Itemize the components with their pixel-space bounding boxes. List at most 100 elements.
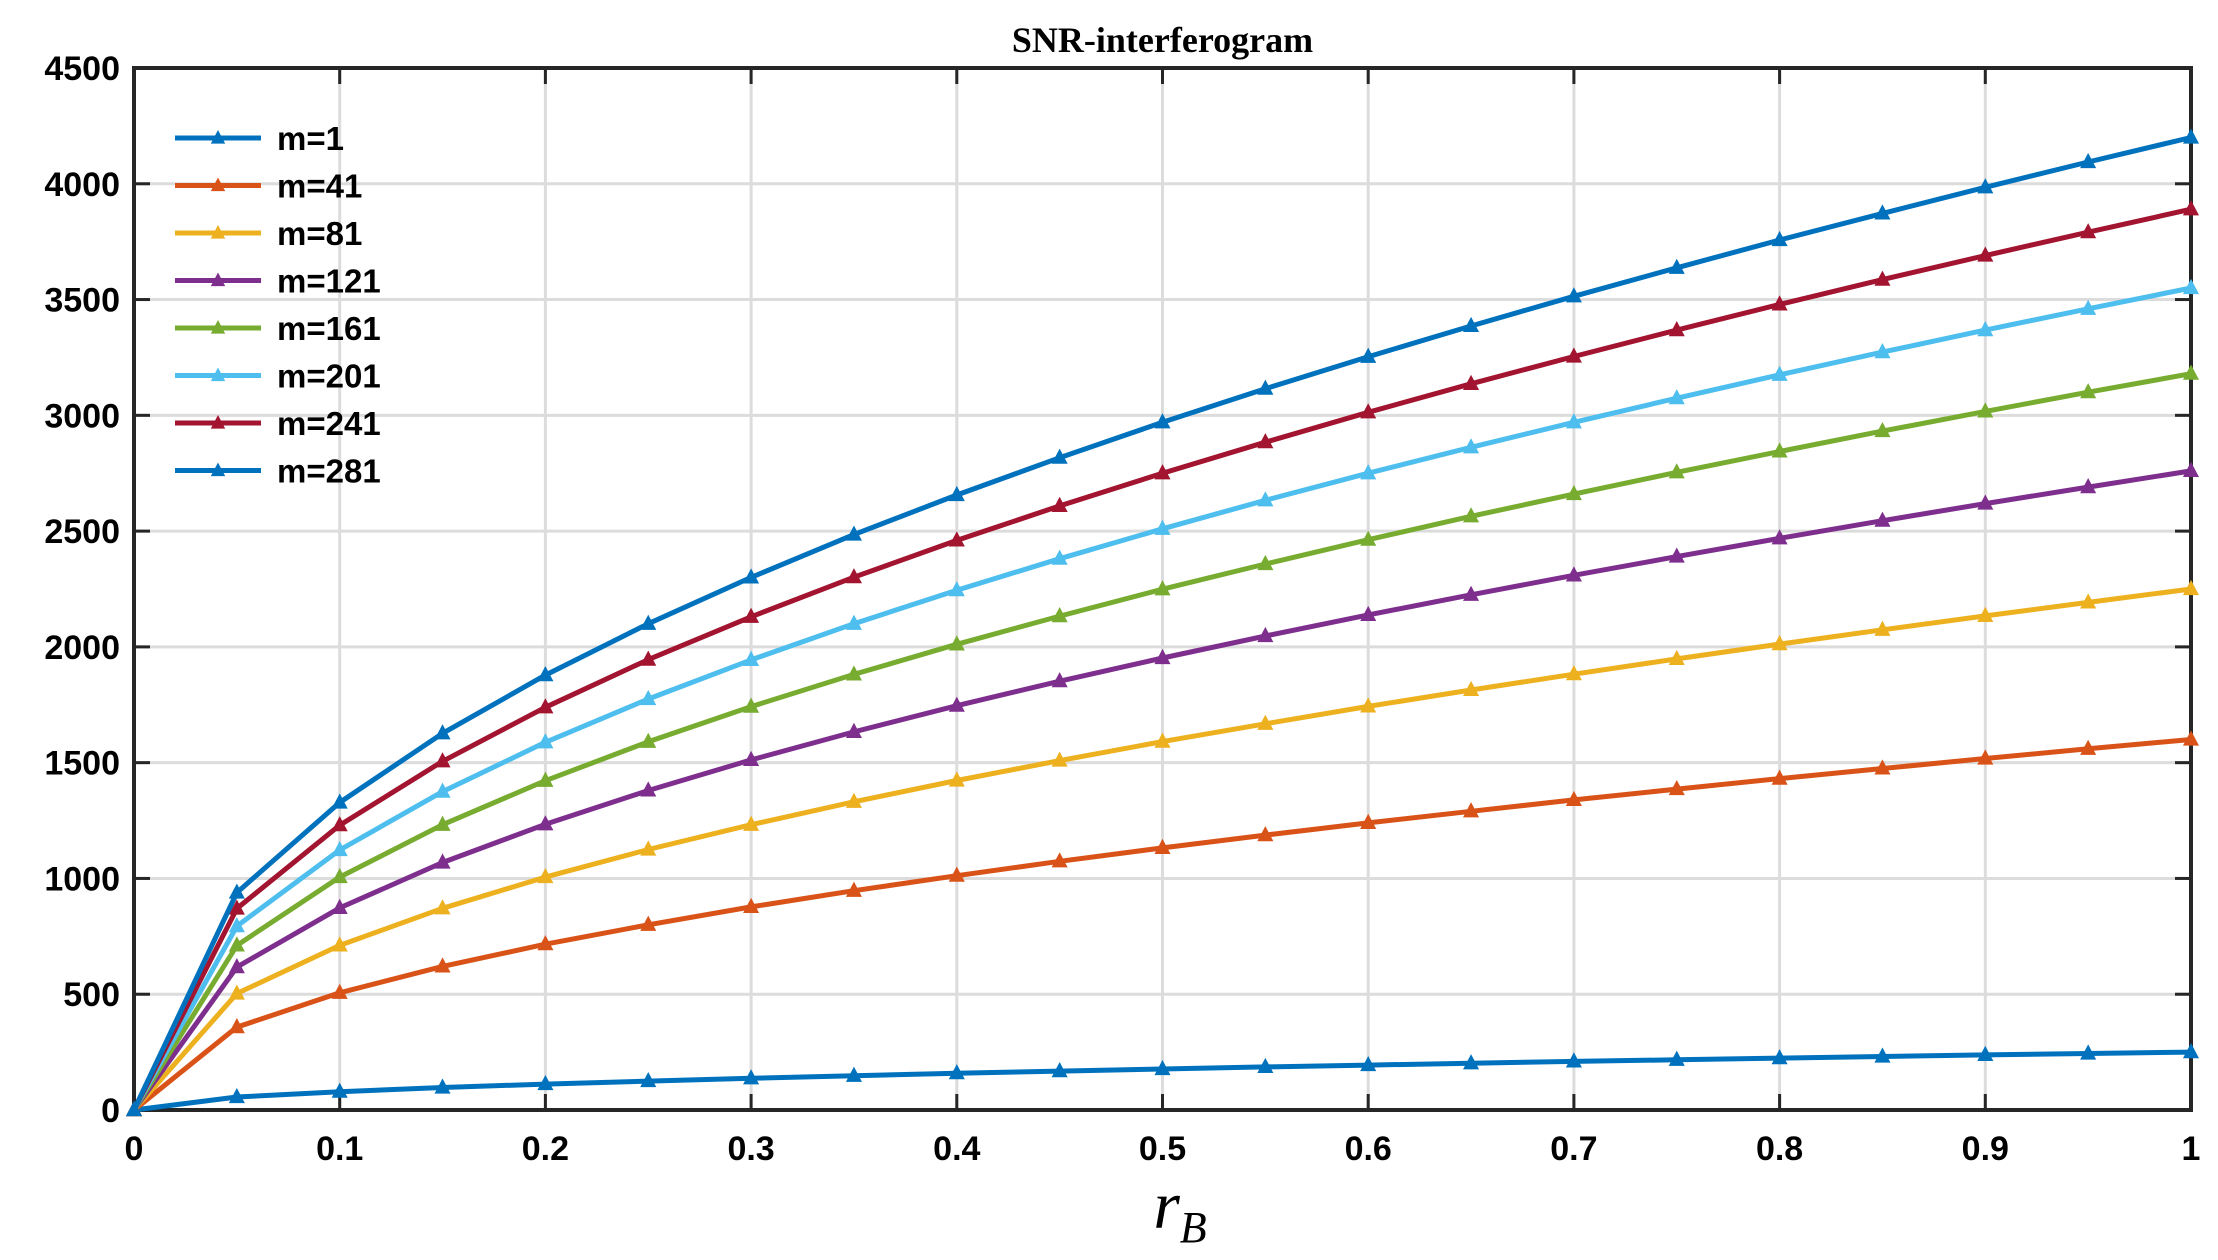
data-point-marker xyxy=(1257,491,1274,507)
data-point-marker xyxy=(1771,442,1788,458)
data-point-marker xyxy=(743,750,760,766)
x-tick-label: 0.1 xyxy=(316,1130,363,1168)
data-point-marker xyxy=(1565,484,1582,501)
data-point-marker xyxy=(1257,433,1274,449)
data-point-marker xyxy=(434,724,451,740)
x-tick-label: 0.8 xyxy=(1756,1130,1803,1168)
data-point-marker xyxy=(2080,1044,2097,1060)
data-point-marker xyxy=(1771,365,1788,381)
series-lines xyxy=(125,128,2200,1117)
x-tick-label: 0.9 xyxy=(1962,1130,2009,1168)
data-point-marker xyxy=(1463,802,1480,818)
series-m=241 xyxy=(125,200,2200,1117)
data-point-marker xyxy=(948,696,965,712)
data-point-marker xyxy=(1463,680,1480,697)
legend-marker xyxy=(210,415,226,429)
data-point-marker xyxy=(331,898,348,914)
data-point-marker xyxy=(2080,223,2097,239)
data-point-marker xyxy=(1154,838,1171,854)
x-tick-label: 0.5 xyxy=(1139,1130,1186,1168)
data-point-marker xyxy=(1154,580,1171,596)
y-tick-label: 1500 xyxy=(44,745,120,783)
x-tick-label: 0.7 xyxy=(1550,1130,1597,1168)
data-point-marker xyxy=(1874,511,1891,527)
data-point-marker xyxy=(1565,665,1582,681)
data-point-marker xyxy=(948,531,965,547)
data-point-marker xyxy=(1977,178,1994,194)
data-point-marker xyxy=(1154,413,1171,429)
data-point-marker xyxy=(1874,620,1891,636)
data-point-marker xyxy=(1051,672,1068,688)
data-point-marker xyxy=(2182,579,2200,596)
data-point-marker xyxy=(228,1087,245,1104)
data-point-marker xyxy=(1668,649,1685,666)
data-point-marker xyxy=(845,568,862,584)
data-point-marker xyxy=(2182,461,2200,478)
data-point-marker xyxy=(1154,732,1171,748)
data-point-marker xyxy=(845,614,862,630)
data-point-marker xyxy=(2080,152,2097,169)
data-point-marker xyxy=(1463,316,1480,333)
data-point-marker xyxy=(2182,200,2200,216)
data-point-marker xyxy=(2182,1043,2200,1059)
legend: m=1 m=41 m=81 m=121 m=161 m=201 m=241 m=281 xyxy=(175,120,381,490)
data-point-marker xyxy=(228,958,245,974)
legend-entry: m=81 xyxy=(175,215,362,252)
data-point-marker xyxy=(845,1066,862,1082)
data-point-marker xyxy=(1977,494,1994,510)
data-point-marker xyxy=(2182,128,2200,144)
data-point-marker xyxy=(948,771,965,787)
data-point-marker xyxy=(743,607,760,623)
x-tick-label: 0.4 xyxy=(933,1130,980,1168)
y-tick-labels: 0 500 1000 1500 2000 2500 3000 3500 4000 4500 xyxy=(44,50,120,1130)
data-point-marker xyxy=(1463,438,1480,454)
data-point-marker xyxy=(743,697,760,713)
data-point-marker xyxy=(640,614,657,630)
data-point-marker xyxy=(1257,826,1274,842)
data-point-marker xyxy=(537,935,554,951)
data-point-marker xyxy=(1257,714,1274,730)
data-point-marker xyxy=(537,1074,554,1091)
data-point-marker xyxy=(1977,402,1994,418)
data-point-marker xyxy=(537,771,554,787)
legend-entry: m=241 xyxy=(175,405,381,442)
legend-label: m=161 xyxy=(277,310,381,347)
data-point-marker xyxy=(1977,606,1994,622)
x-tick-label: 0 xyxy=(125,1130,144,1168)
y-tick-label: 4500 xyxy=(44,50,120,88)
data-point-marker xyxy=(1874,1047,1891,1063)
data-point-marker xyxy=(1565,1052,1582,1068)
data-point-marker xyxy=(1360,605,1377,622)
data-point-marker xyxy=(845,881,862,897)
legend-entry: m=161 xyxy=(175,310,381,347)
data-point-marker xyxy=(1051,448,1068,464)
data-point-marker xyxy=(1668,258,1685,274)
data-point-marker xyxy=(1360,464,1377,480)
legend-label: m=121 xyxy=(277,263,381,300)
data-point-marker xyxy=(1874,204,1891,220)
data-point-marker xyxy=(640,781,657,797)
data-point-marker xyxy=(1771,230,1788,247)
series-m=81 xyxy=(125,579,2200,1117)
data-point-marker xyxy=(1463,374,1480,390)
data-point-marker xyxy=(228,883,245,899)
data-point-marker xyxy=(331,793,348,809)
data-point-marker xyxy=(434,853,451,869)
data-point-marker xyxy=(1565,413,1582,429)
data-point-marker xyxy=(1771,635,1788,651)
y-tick-label: 1000 xyxy=(44,860,120,898)
data-point-marker xyxy=(228,899,245,915)
data-point-marker xyxy=(434,957,451,973)
data-point-marker xyxy=(434,752,451,768)
data-point-marker xyxy=(331,1082,348,1098)
data-point-marker xyxy=(2080,383,2097,399)
legend-marker xyxy=(210,272,226,287)
data-point-marker xyxy=(125,1100,143,1117)
x-axis-label: rB xyxy=(1153,1167,1206,1252)
legend-label: m=41 xyxy=(277,168,362,205)
legend-entry: m=41 xyxy=(175,168,362,205)
data-point-marker xyxy=(640,1071,657,1088)
data-point-marker xyxy=(1668,1050,1685,1066)
data-point-marker xyxy=(2182,364,2200,380)
x-tick-label: 0.6 xyxy=(1345,1130,1392,1168)
